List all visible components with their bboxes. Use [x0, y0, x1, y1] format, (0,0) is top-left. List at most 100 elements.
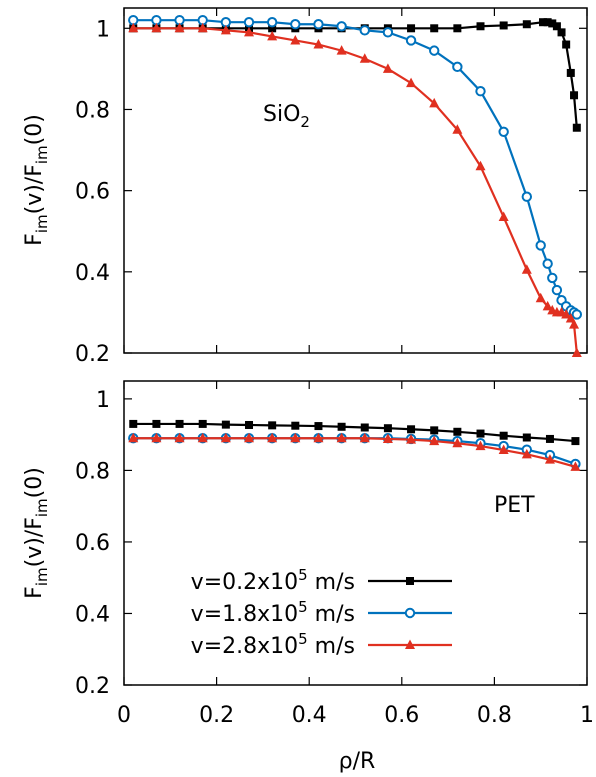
bottom-series-0-point [545, 434, 554, 443]
bottom-series-0-point [430, 426, 439, 435]
top-series-0-point [476, 22, 485, 31]
top-series-line-2 [133, 27, 578, 354]
top-series-1-point [290, 19, 301, 30]
bottom-series-2-point [406, 434, 417, 444]
bottom-y-tick-label: 1 [96, 388, 110, 413]
top-series-1-point [475, 86, 486, 97]
bottom-series-2-point [174, 432, 185, 443]
top-series-group [128, 14, 583, 357]
bottom-series-2-point [128, 432, 139, 443]
top-series-0-point [570, 91, 579, 100]
top-series-1-point [498, 126, 509, 137]
top-series-2-point [452, 124, 463, 134]
top-series-1-point [429, 45, 440, 56]
x-tick-label: 0.8 [477, 703, 512, 728]
x-tick-label: 0.6 [384, 703, 419, 728]
legend-label: v=0.2x105 m/s [191, 566, 355, 595]
top-series-2-point [359, 53, 370, 63]
top-series-2-point [429, 97, 440, 108]
top-series-2-point [382, 63, 393, 73]
top-series-0-point [562, 40, 571, 49]
bottom-y-tick-label: 0.6 [75, 531, 110, 556]
bottom-series-2-point [382, 433, 393, 443]
bottom-y-axis-label: Fim(v)/Fim(0) [22, 467, 51, 599]
bottom-series-0-point [221, 420, 230, 429]
top-series-1-point [266, 17, 278, 28]
bottom-y-ticks: 0.2 0.4 0.6 0.8 1 [75, 388, 587, 699]
top-series-2-point [174, 22, 185, 33]
top-series-1-point [405, 35, 417, 46]
top-series-1-point [547, 272, 558, 284]
top-series-0-point [453, 24, 462, 33]
top-series-2-point [475, 160, 486, 171]
top-series-1-point [535, 240, 546, 251]
bottom-series-2-point [429, 435, 440, 446]
top-series-1-point [336, 21, 347, 32]
top-series-2-point [561, 308, 572, 319]
bottom-series-2-point [220, 432, 231, 443]
top-series-2-point [244, 26, 255, 37]
top-series-0-point [430, 24, 439, 33]
top-series-2-point [267, 30, 278, 41]
top-series-0-point [557, 28, 566, 37]
bottom-series-2-point [290, 432, 301, 443]
top-series-2-point [290, 34, 301, 45]
top-series-1-point [571, 309, 583, 320]
top-series-2-point [569, 319, 580, 329]
bottom-series-2-point [521, 448, 532, 459]
bottom-y-tick-label: 0.2 [75, 674, 110, 699]
top-y-tick-label: 0.6 [75, 180, 110, 205]
top-series-line-0 [133, 21, 578, 128]
top-series-1-point [521, 191, 533, 202]
top-series-0-point [407, 24, 416, 33]
top-y-tick-label: 0.8 [75, 98, 110, 123]
top-series-2-point [565, 313, 576, 323]
top-series-0-point [499, 21, 508, 30]
top-y-tick-label: 1 [96, 17, 110, 42]
bottom-series-2-point [151, 432, 162, 443]
legend-label: v=1.8x105 m/s [191, 598, 355, 627]
bottom-series-0-point [571, 437, 580, 446]
top-series-2-point [406, 77, 417, 88]
x-tick-label: 0.4 [292, 703, 327, 728]
top-annotation: SiO2 [263, 102, 310, 131]
top-series-0-point [566, 68, 575, 77]
top-series-0-point [552, 22, 561, 31]
bottom-series-0-point [383, 424, 392, 433]
bottom-series-2-point [498, 444, 509, 455]
top-series-line-1 [133, 19, 578, 316]
bottom-annotation: PET [494, 493, 535, 518]
bottom-series-0-point [245, 420, 254, 429]
legend-marker [405, 639, 415, 649]
legend-marker [404, 607, 416, 619]
top-series-1-point [313, 19, 324, 30]
bottom-series-0-point [314, 422, 323, 431]
bottom-series-0-point [152, 419, 161, 428]
legend-marker [406, 577, 414, 585]
bottom-series-0-point [360, 423, 369, 432]
top-y-tick-label: 0.2 [75, 342, 110, 367]
top-series-0-point [539, 18, 548, 27]
bottom-series-2-point [267, 432, 278, 443]
bottom-series-2-point [313, 432, 324, 443]
bottom-series-0-point [129, 419, 138, 428]
top-series-1-point [359, 25, 370, 36]
x-tick-label: 1 [580, 703, 594, 728]
legend-label: v=2.8x105 m/s [191, 630, 355, 659]
top-series-1-point [243, 17, 255, 28]
top-series-2-point [336, 45, 347, 55]
bottom-series-2-point [336, 432, 347, 443]
bottom-plot-frame [123, 380, 588, 686]
top-y-tick-label: 0.4 [75, 261, 110, 286]
top-series-2-point [197, 22, 208, 33]
bottom-series-2-point [544, 454, 555, 464]
top-series-2-point [498, 211, 509, 222]
bottom-panel: 0.2 0.4 0.6 0.8 1 0 0.2 0.4 0.6 0.8 1 PET Fim(v)/… [22, 380, 594, 774]
bottom-y-tick-label: 0.8 [75, 459, 110, 484]
top-series-1-point [382, 27, 394, 38]
top-series-1-point [452, 61, 463, 73]
bottom-series-0-point [268, 421, 277, 430]
top-y-ticks: 0.2 0.4 0.6 0.8 1 [75, 8, 588, 367]
bottom-series-0-point [499, 431, 508, 440]
top-plot-frame [123, 7, 588, 354]
